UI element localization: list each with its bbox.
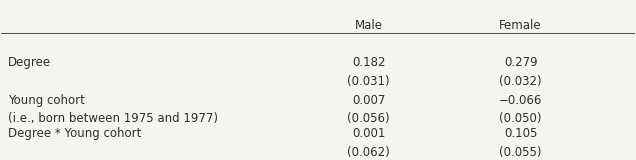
Text: 0.182: 0.182 — [352, 56, 385, 69]
Text: Male: Male — [355, 19, 383, 32]
Text: Degree * Young cohort: Degree * Young cohort — [8, 127, 141, 140]
Text: (0.032): (0.032) — [499, 75, 542, 88]
Text: 0.279: 0.279 — [504, 56, 537, 69]
Text: (0.055): (0.055) — [499, 146, 542, 159]
Text: (0.062): (0.062) — [347, 146, 390, 159]
Text: Degree: Degree — [8, 56, 51, 69]
Text: (i.e., born between 1975 and 1977): (i.e., born between 1975 and 1977) — [8, 112, 218, 125]
Text: 0.007: 0.007 — [352, 94, 385, 107]
Text: (0.031): (0.031) — [347, 75, 390, 88]
Text: Female: Female — [499, 19, 542, 32]
Text: Young cohort: Young cohort — [8, 94, 85, 107]
Text: (0.050): (0.050) — [499, 112, 542, 125]
Text: 0.001: 0.001 — [352, 127, 385, 140]
Text: (0.056): (0.056) — [347, 112, 390, 125]
Text: −0.066: −0.066 — [499, 94, 543, 107]
Text: 0.105: 0.105 — [504, 127, 537, 140]
